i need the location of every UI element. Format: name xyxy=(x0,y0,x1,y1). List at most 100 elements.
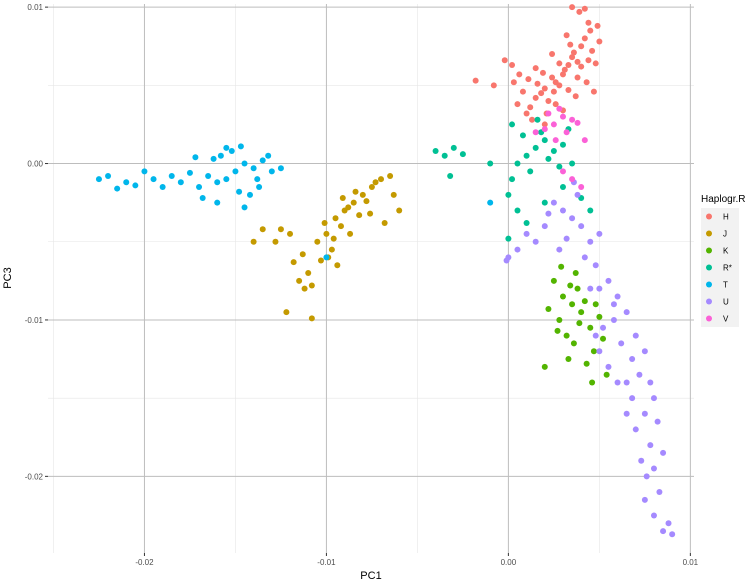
point-h xyxy=(559,71,566,78)
point-t xyxy=(105,173,112,180)
point-u xyxy=(656,489,663,495)
point-r xyxy=(559,141,566,148)
point-t xyxy=(95,176,102,183)
point-k xyxy=(581,298,588,305)
point-u xyxy=(660,449,667,456)
point-h xyxy=(556,60,563,67)
x-tick-label: 0.01 xyxy=(683,558,699,567)
y-tick-label: 0.00 xyxy=(27,160,43,169)
point-u xyxy=(647,442,654,449)
y-axis-title: PC3 xyxy=(2,267,14,288)
legend-title: Haplogr.R xyxy=(701,194,745,205)
point-t xyxy=(246,191,253,198)
point-v xyxy=(559,113,566,120)
point-h xyxy=(510,79,517,86)
point-k xyxy=(603,371,610,378)
point-u xyxy=(632,426,639,433)
point-r xyxy=(509,121,516,128)
point-t xyxy=(236,188,243,195)
point-h xyxy=(490,82,497,89)
point-u xyxy=(600,324,607,331)
point-j xyxy=(308,315,315,322)
point-h xyxy=(567,41,574,48)
point-u xyxy=(592,332,599,339)
point-j xyxy=(368,184,375,190)
point-t xyxy=(268,168,275,175)
point-r xyxy=(514,160,521,167)
point-h xyxy=(590,88,597,95)
point-h xyxy=(565,62,572,68)
point-u xyxy=(563,235,570,242)
point-t xyxy=(277,165,284,172)
legend-key-v xyxy=(706,315,712,322)
point-h xyxy=(572,93,579,100)
point-j xyxy=(339,194,346,201)
point-j xyxy=(350,199,357,206)
axis-ticks: -0.02 -0.01 0.00 0.01 -0.02 -0.01 0.00 0.01 xyxy=(25,3,699,567)
point-k xyxy=(592,301,599,308)
point-j xyxy=(367,210,374,217)
point-u xyxy=(638,457,645,464)
point-j xyxy=(305,270,312,277)
point-j xyxy=(396,207,403,214)
point-h xyxy=(538,90,545,97)
point-h xyxy=(583,79,590,86)
point-j xyxy=(390,191,397,198)
point-j xyxy=(337,223,344,230)
point-t xyxy=(232,168,239,175)
point-h xyxy=(527,104,534,111)
point-t xyxy=(210,155,217,162)
point-h xyxy=(541,121,548,128)
point-r xyxy=(556,163,563,170)
point-h xyxy=(556,82,563,89)
point-t xyxy=(205,173,212,180)
point-t xyxy=(256,184,263,190)
point-j xyxy=(287,230,294,237)
point-u xyxy=(541,223,548,230)
point-h xyxy=(472,77,479,84)
point-r xyxy=(541,199,548,206)
point-t xyxy=(159,184,166,190)
point-u xyxy=(643,473,650,480)
point-h xyxy=(516,71,523,78)
point-j xyxy=(301,285,308,292)
point-t xyxy=(192,154,199,161)
point-v xyxy=(569,116,576,123)
point-u xyxy=(610,316,617,323)
point-u xyxy=(665,520,672,527)
point-j xyxy=(272,238,279,245)
y-tick-label: -0.01 xyxy=(25,316,44,325)
point-j xyxy=(387,173,394,180)
point-h xyxy=(539,69,546,76)
point-j xyxy=(352,188,359,195)
point-u xyxy=(592,262,599,269)
point-u xyxy=(605,277,612,284)
point-k xyxy=(574,285,581,292)
point-h xyxy=(563,32,570,39)
point-j xyxy=(347,230,354,237)
point-v xyxy=(550,121,557,128)
point-k xyxy=(545,306,552,312)
point-r xyxy=(509,176,516,183)
point-u xyxy=(660,528,667,535)
point-k xyxy=(567,282,574,289)
point-u xyxy=(587,285,594,292)
point-u xyxy=(559,207,566,214)
point-j xyxy=(356,212,363,219)
point-j xyxy=(328,246,335,253)
point-h xyxy=(519,88,526,95)
point-r xyxy=(505,191,512,198)
point-j xyxy=(277,226,284,233)
point-t xyxy=(114,185,121,192)
point-t xyxy=(254,176,261,183)
point-k xyxy=(576,320,583,327)
point-h xyxy=(585,57,592,64)
point-h xyxy=(532,94,539,101)
point-r xyxy=(541,137,548,144)
legend-key-h xyxy=(706,213,712,220)
point-j xyxy=(323,230,330,237)
point-j xyxy=(250,238,257,245)
point-t xyxy=(177,179,184,186)
x-tick-label: 0.00 xyxy=(501,558,517,567)
point-k xyxy=(550,277,557,284)
